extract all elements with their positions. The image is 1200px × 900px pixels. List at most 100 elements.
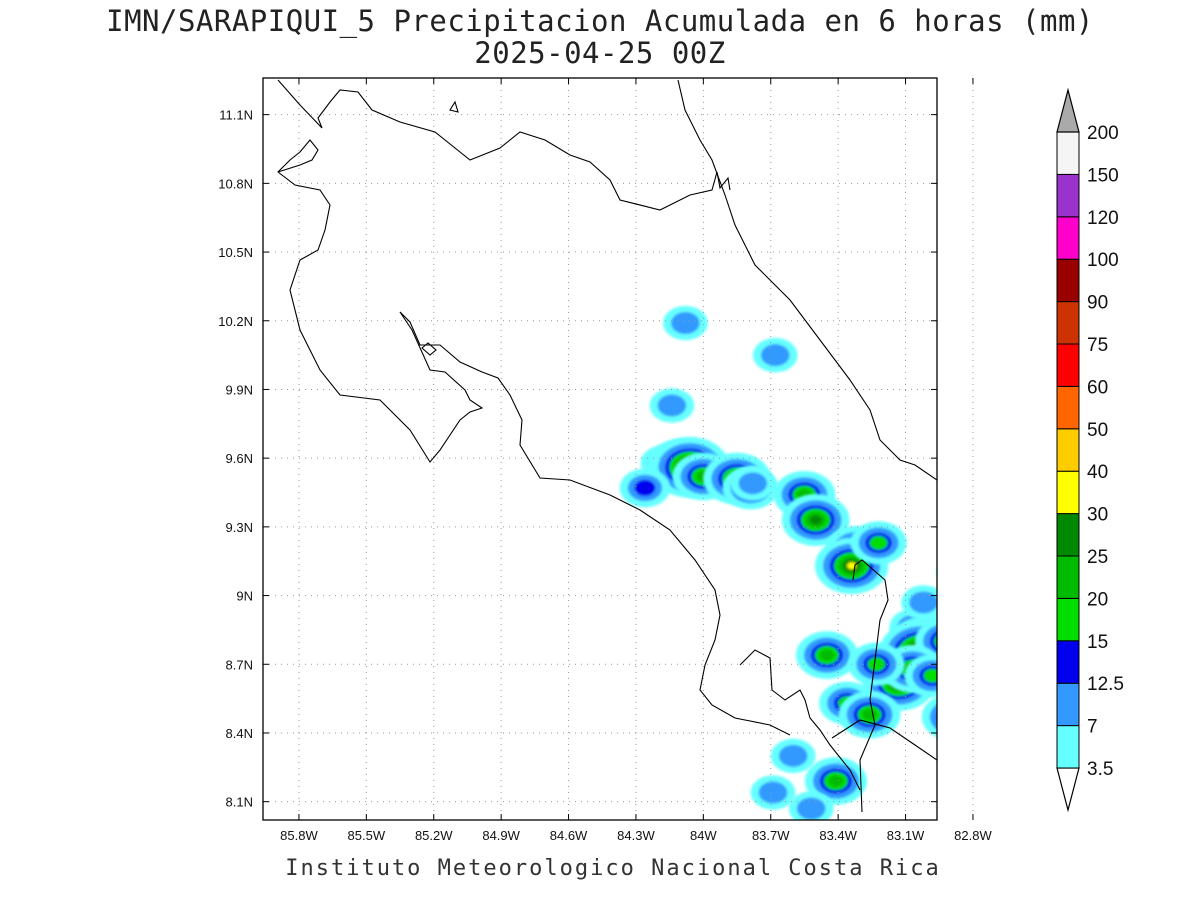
- lat-tick-label: 10.2N: [218, 314, 253, 329]
- colorbar-segment: [1056, 131, 1080, 175]
- precip-contour: [982, 689, 996, 700]
- lat-tick-label: 9N: [236, 589, 253, 604]
- colorbar-label: 100: [1087, 250, 1119, 271]
- colorbar-label: 12.5: [1087, 674, 1124, 695]
- colorbar-segment: [1056, 301, 1080, 345]
- lat-lon-grid: [263, 78, 974, 820]
- precip-cell: [781, 493, 850, 546]
- precip-contour: [990, 633, 1019, 655]
- colorbar-segment: [1056, 555, 1080, 599]
- gulf-of-nicoya: [399, 311, 791, 736]
- precip-cell: [619, 468, 671, 508]
- precip-contour: [809, 515, 822, 525]
- lon-tick-label: 84.9W: [482, 828, 520, 843]
- precip-contour: [738, 472, 768, 495]
- precip-contour: [929, 631, 937, 652]
- precip-contour: [796, 797, 826, 820]
- lon-tick-label: 85.2W: [415, 828, 453, 843]
- precip-contour: [998, 744, 1016, 758]
- precip-contour: [923, 668, 937, 683]
- precip-contour: [657, 394, 687, 417]
- precip-cell: [788, 791, 834, 820]
- precip-cell: [850, 521, 907, 565]
- colorbar-segment: [1056, 173, 1080, 218]
- precip-contour: [828, 775, 844, 787]
- precip-contour: [671, 312, 700, 335]
- colorbar-label: 60: [1087, 377, 1108, 398]
- lake-shape: [421, 342, 437, 356]
- colorbar-label: 3.5: [1087, 759, 1113, 780]
- precip-cell: [979, 730, 1035, 773]
- lat-tick-label: 9.3N: [226, 520, 253, 535]
- colorbar-segment: [1056, 385, 1080, 430]
- precip-cell: [958, 670, 1020, 718]
- colorbar-label: 7: [1087, 717, 1098, 738]
- precip-cell: [752, 337, 798, 373]
- lat-tick-label: 10.8N: [218, 176, 253, 191]
- precip-cell: [795, 631, 858, 679]
- colorbar-segment: [1056, 682, 1080, 727]
- colorbar-label: 50: [1087, 420, 1108, 441]
- lon-tick-label: 83.7W: [752, 828, 790, 843]
- colorbar-low-arrow: [1056, 767, 1080, 813]
- colorbar-label: 40: [1087, 462, 1108, 483]
- precip-contour: [951, 645, 1013, 693]
- precip-cell: [838, 690, 901, 739]
- precip-contour: [758, 781, 788, 804]
- precip-contour: [778, 744, 808, 767]
- colorbar-segment: [1056, 513, 1080, 557]
- precip-cell: [904, 654, 937, 698]
- precip-cell: [946, 482, 991, 516]
- precip-contour: [973, 682, 1005, 707]
- precip-contour: [966, 656, 998, 681]
- colorbar-label: 150: [1087, 165, 1119, 186]
- precip-contour: [760, 344, 790, 367]
- island-shape: [449, 100, 459, 113]
- precip-contour: [936, 568, 937, 577]
- map-axes: 85.8W 85.5W 85.2W 84.9W 84.6W 84.3W 84W 83.7W 83…: [218, 78, 992, 843]
- colorbar-segment: [1056, 470, 1080, 515]
- colorbar-segment: [1056, 216, 1080, 260]
- precip-contour: [958, 670, 1020, 718]
- north-coast-border: [277, 79, 731, 211]
- precip-contour: [946, 482, 991, 516]
- lon-tick-label: 83.1W: [887, 828, 925, 843]
- precip-contour: [634, 479, 656, 496]
- precip-contour: [970, 660, 994, 678]
- colorbar-label: 90: [1087, 293, 1108, 314]
- colorbar-label: 200: [1087, 123, 1119, 144]
- precip-cell: [750, 775, 796, 810]
- precip-contour: [933, 612, 937, 634]
- caribbean-coast: [677, 79, 937, 481]
- map-subtitle-date: 2025-04-25 00Z: [474, 36, 726, 70]
- precip-contour: [982, 626, 1027, 660]
- precip-contour: [862, 709, 877, 721]
- coastline-borders: [277, 79, 937, 813]
- precip-contour: [867, 657, 886, 672]
- precip-contour: [946, 711, 960, 722]
- precip-cell: [901, 585, 937, 620]
- lat-tick-label: 8.1N: [226, 795, 253, 810]
- precip-contour: [966, 676, 1012, 711]
- nicoya-coast: [277, 139, 484, 463]
- colorbar-label: 120: [1087, 208, 1119, 229]
- precip-cell: [730, 466, 776, 501]
- colorbar-segment: [1056, 725, 1080, 769]
- precip-contour: [942, 608, 982, 639]
- lon-tick-label: 84.3W: [617, 828, 655, 843]
- precipitation-field: [619, 305, 1035, 820]
- colorbar-label: 30: [1087, 505, 1108, 526]
- plot-frame: [262, 77, 938, 821]
- precip-cell: [848, 642, 905, 686]
- lat-tick-label: 9.9N: [226, 382, 253, 397]
- precip-cell: [649, 388, 695, 423]
- precip-contour: [959, 651, 1005, 686]
- panama-border: [852, 559, 889, 813]
- lat-tick-label: 8.7N: [226, 657, 253, 672]
- lat-tick-label: 10.5N: [218, 245, 253, 260]
- precip-contour: [951, 565, 972, 581]
- precip-contour: [934, 635, 937, 648]
- precip-contour: [869, 535, 888, 550]
- precip-contour: [953, 616, 971, 630]
- precip-contour: [977, 685, 1001, 703]
